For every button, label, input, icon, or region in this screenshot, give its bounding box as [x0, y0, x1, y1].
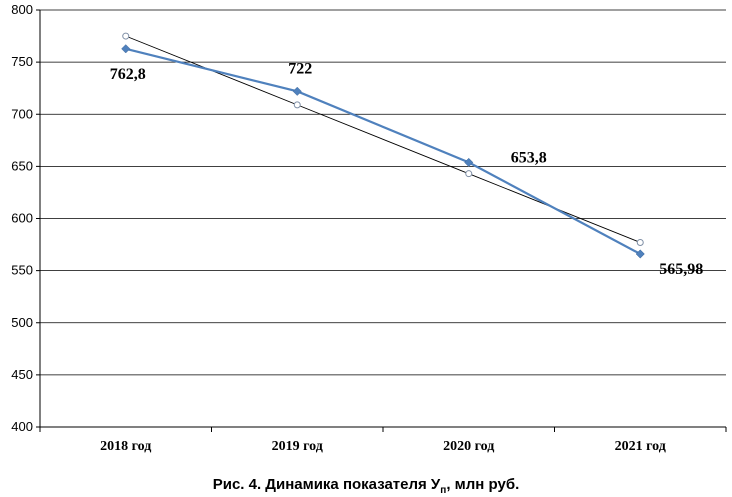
series-line — [125, 47, 641, 255]
x-tick-label: 2021 год — [615, 439, 666, 454]
x-tick-labels: 2018 год 2019 год 2020 год 2021 год — [100, 439, 666, 454]
data-point-marker — [464, 157, 474, 167]
y-tick-label: 800 — [11, 2, 33, 17]
y-tick-label: 700 — [11, 106, 33, 121]
data-point-marker — [121, 44, 131, 54]
x-tick-label: 2018 год — [100, 439, 151, 454]
x-tick-label: 2020 год — [443, 439, 494, 454]
gridlines — [40, 9, 726, 376]
y-tick-label: 500 — [11, 315, 33, 330]
x-axis-ticks — [39, 427, 727, 432]
y-tick-label: 750 — [11, 54, 33, 69]
trend-point-marker — [465, 170, 473, 178]
trend-point-marker — [122, 32, 130, 40]
caption-subscript: п — [440, 485, 447, 496]
caption-suffix: , млн руб. — [446, 476, 520, 493]
data-label: 565,98 — [659, 261, 703, 278]
y-tick-label: 550 — [11, 263, 33, 278]
y-tick-label: 450 — [11, 367, 33, 382]
y-tick-labels: 400 450 500 550 600 650 700 750 800 — [11, 2, 40, 434]
data-point-marker — [292, 86, 302, 96]
figure-caption: Рис. 4. Динамика показателя Уп, млн руб. — [0, 476, 732, 496]
caption-prefix: Рис. 4. Динамика показателя У — [212, 476, 441, 493]
trend-point-marker — [636, 238, 644, 246]
y-tick-label: 650 — [11, 158, 33, 173]
data-label: 653,8 — [511, 149, 547, 166]
line-chart: 400 450 500 550 600 650 700 750 800 2018 год 2019… — [11, 2, 727, 454]
x-tick-label: 2019 год — [272, 439, 323, 454]
y-tick-label: 400 — [11, 419, 33, 434]
data-point-marker — [635, 249, 645, 259]
trend-point-marker — [293, 101, 301, 109]
data-label: 762,8 — [110, 66, 146, 83]
series-group — [121, 32, 645, 259]
data-labels: 762,8 722 653,8 565,98 — [110, 60, 704, 278]
data-label: 722 — [288, 60, 312, 77]
y-tick-label: 600 — [11, 211, 33, 226]
